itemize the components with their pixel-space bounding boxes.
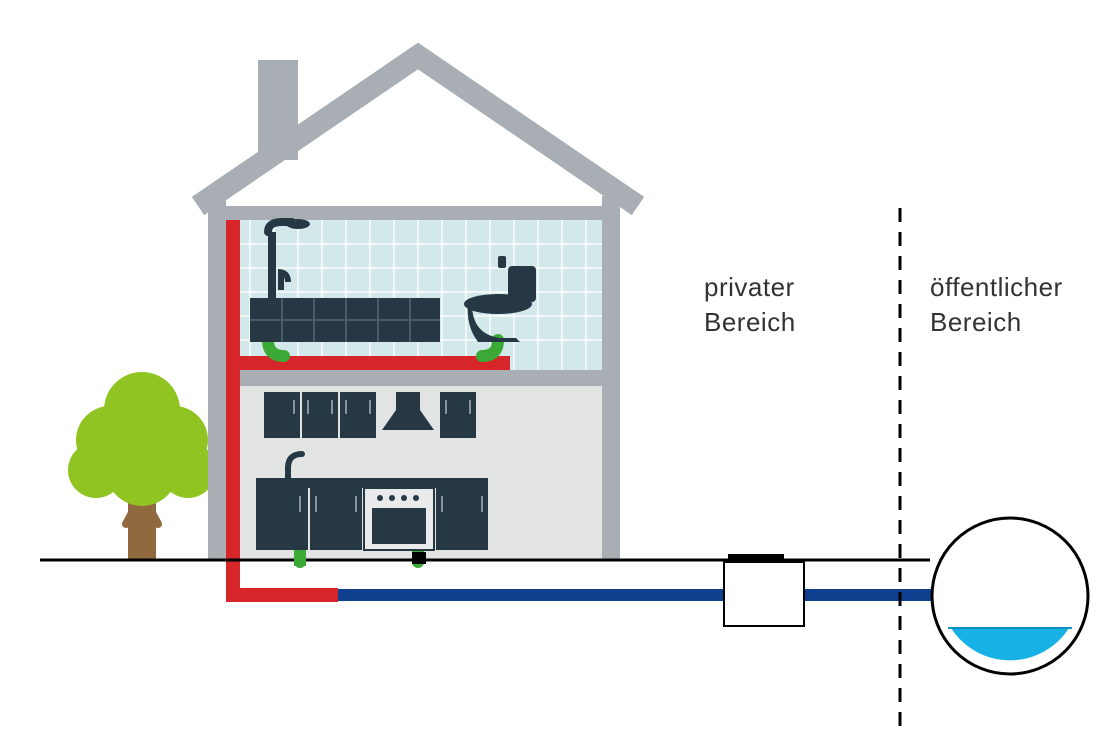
- ground-trap-2: [412, 552, 426, 564]
- inspection-manhole: [724, 554, 804, 626]
- ground-trap-1: [294, 556, 306, 566]
- public-line2: Bereich: [930, 307, 1022, 337]
- private-area-label: privater Bereich: [704, 270, 796, 340]
- kitchen-upper: [264, 392, 476, 438]
- private-line1: privater: [704, 272, 795, 302]
- private-line2: Bereich: [704, 307, 796, 337]
- sewer-main-icon: [932, 518, 1088, 674]
- tree-icon: [68, 372, 216, 560]
- public-line1: öffentlicher: [930, 272, 1063, 302]
- house-sewer-diagram: [0, 0, 1112, 746]
- public-area-label: öffentlicher Bereich: [930, 270, 1063, 340]
- bathroom-room: [226, 220, 602, 370]
